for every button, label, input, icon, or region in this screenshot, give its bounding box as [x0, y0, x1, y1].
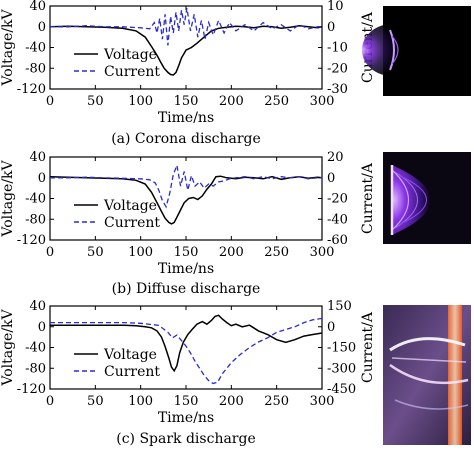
legend-label-voltage: Voltage — [103, 347, 157, 363]
y-tick-label: -120 — [17, 382, 46, 397]
x-tick-label: 200 — [219, 394, 244, 409]
x-tick-label: 250 — [264, 394, 289, 409]
legend-label-voltage: Voltage — [103, 198, 157, 214]
panel-caption: (c) Spark discharge — [116, 431, 256, 447]
plot-frame — [49, 305, 323, 390]
y2-axis-title: Current/A — [360, 162, 376, 234]
x-tick-label: 0 — [46, 94, 54, 109]
series-current-line — [50, 317, 323, 385]
legend-label-current: Current — [104, 215, 160, 231]
y2-tick-label: -40 — [327, 212, 348, 227]
corona-discharge-photo — [362, 6, 471, 96]
diffuse-discharge-photo — [383, 152, 471, 244]
y2-tick-label: 20 — [327, 150, 344, 165]
y2-tick-label: -30 — [327, 82, 348, 97]
y-tick-label: 0 — [38, 171, 46, 186]
x-tick-label: 150 — [174, 245, 199, 260]
series-voltage-line — [49, 24, 323, 76]
x-tick-label: 50 — [87, 394, 104, 409]
x-tick-label: 50 — [87, 245, 104, 260]
x-tick-label: 300 — [310, 394, 335, 409]
x-tick-label: 250 — [264, 245, 289, 260]
y2-tick-label: 0 — [327, 320, 335, 335]
y-axis-title: Voltage/kV — [0, 308, 16, 386]
x-tick-label: 100 — [128, 394, 153, 409]
plot-frame — [49, 156, 323, 241]
plot-frame — [49, 5, 323, 90]
x-tick-label: 0 — [46, 394, 54, 409]
y2-tick-label: -150 — [327, 341, 356, 356]
x-tick-label: 300 — [310, 94, 335, 109]
series-voltage-line — [50, 314, 323, 373]
y-axis-title: Voltage/kV — [0, 8, 16, 86]
x-tick-label: 0 — [46, 245, 54, 260]
y-tick-label: 40 — [29, 299, 46, 314]
x-tick-label: 300 — [310, 245, 335, 260]
y2-tick-label: 10 — [327, 0, 344, 14]
y2-tick-label: -20 — [327, 61, 348, 76]
legend-label-current: Current — [104, 64, 160, 80]
y2-tick-label: -60 — [327, 233, 348, 248]
x-tick-label: 200 — [219, 245, 244, 260]
panel-caption: (a) Corona discharge — [111, 131, 261, 147]
y-axis-title: Voltage/kV — [0, 159, 16, 237]
y-tick-label: -40 — [25, 41, 46, 56]
y-tick-label: 0 — [38, 320, 46, 335]
chart-panel-2: 0 50 100 150 200 250 300400-40-80-120200-20-40… — [0, 150, 376, 297]
x-tick-label: 100 — [128, 245, 153, 260]
y-tick-label: 40 — [29, 0, 46, 14]
y2-tick-label: -300 — [327, 361, 356, 376]
panel-caption: (b) Diffuse discharge — [112, 281, 261, 297]
series-current-line — [50, 7, 322, 46]
y-tick-label: -80 — [25, 212, 46, 227]
y-tick-label: 0 — [38, 20, 46, 35]
legend-label-voltage: Voltage — [103, 47, 157, 63]
y2-tick-label: -20 — [327, 192, 348, 207]
series-current-line — [50, 162, 322, 209]
y2-tick-label: 0 — [327, 20, 335, 35]
y-tick-label: -80 — [25, 361, 46, 376]
x-tick-label: 200 — [219, 94, 244, 109]
x-axis-title: Time/ns — [158, 110, 214, 126]
chart-panel-3: 0 50 100 150 200 250 300 40 0 -40 -80 -120 150 0 -150 -… — [0, 299, 376, 447]
x-tick-label: 100 — [128, 94, 153, 109]
spark-discharge-photo — [383, 305, 471, 445]
chart-panel-1: 0 50 100 150 200 250 300400-40-80-120100-10-20… — [0, 0, 376, 147]
x-tick-label: 250 — [264, 94, 289, 109]
x-axis-title: Time/ns — [158, 261, 214, 277]
x-axis-title: Time/ns — [158, 410, 214, 426]
y-tick-label: -40 — [25, 341, 46, 356]
y-tick-label: -120 — [17, 233, 46, 248]
legend-label-current: Current — [104, 364, 160, 380]
y-tick-label: -120 — [17, 82, 46, 97]
x-tick-label: 150 — [174, 94, 199, 109]
y2-axis-title: Current/A — [360, 311, 376, 383]
series-voltage-line — [49, 175, 323, 225]
y-tick-label: -80 — [25, 61, 46, 76]
y-tick-label: -40 — [25, 192, 46, 207]
x-tick-label: 50 — [87, 94, 104, 109]
y2-tick-label: 0 — [327, 171, 335, 186]
y2-tick-label: -10 — [327, 41, 348, 56]
y2-tick-label: -450 — [327, 382, 356, 397]
x-tick-label: 150 — [174, 394, 199, 409]
y-tick-label: 40 — [29, 150, 46, 165]
y2-tick-label: 150 — [327, 299, 352, 314]
